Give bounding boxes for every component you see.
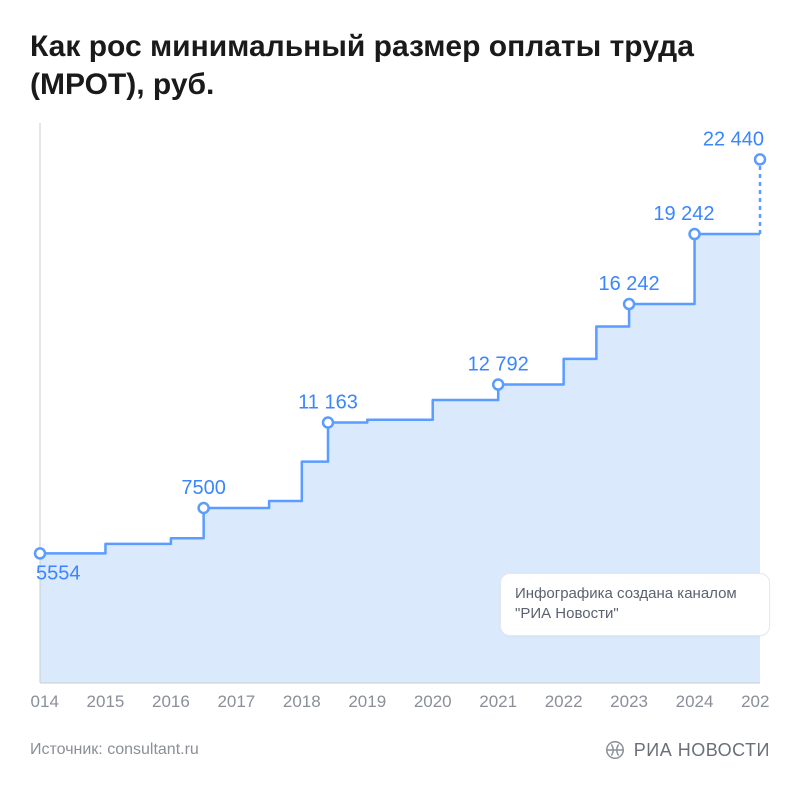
- x-tick-label: 2017: [217, 692, 255, 711]
- value-label: 7500: [181, 477, 226, 499]
- x-tick-label: 2020: [414, 692, 452, 711]
- caption-line-2: "РИА Новости": [515, 604, 755, 624]
- value-label: 5554: [36, 562, 81, 584]
- step-area-chart: 2014 2015 2016 2017 2018 2019 2020 2021 2022 2023…: [30, 113, 770, 733]
- x-tick-label: 2019: [348, 692, 386, 711]
- attribution-caption: Инфографика создана каналом "РИА Новости…: [500, 573, 770, 636]
- source-label: Источник: consultant.ru: [30, 741, 199, 759]
- x-tick-label: 2024: [676, 692, 714, 711]
- x-tick-label: 2022: [545, 692, 583, 711]
- data-marker: [755, 154, 765, 164]
- data-marker: [199, 503, 209, 513]
- value-label: 11 163: [298, 392, 358, 414]
- x-tick-label: 2014: [30, 692, 59, 711]
- x-tick-label: 2025: [741, 692, 770, 711]
- brand-logo: РИА НОВОСТИ: [604, 739, 770, 761]
- x-tick-label: 2021: [479, 692, 517, 711]
- data-marker: [690, 229, 700, 239]
- brand-icon: [604, 739, 626, 761]
- value-label: 22 440: [703, 128, 764, 150]
- value-label: 12 792: [468, 354, 529, 376]
- data-marker: [323, 418, 333, 428]
- chart-container: 2014 2015 2016 2017 2018 2019 2020 2021 2022 2023…: [30, 113, 770, 733]
- data-marker: [35, 548, 45, 558]
- data-marker: [624, 299, 634, 309]
- x-tick-label: 2018: [283, 692, 321, 711]
- caption-line-1: Инфографика создана каналом: [515, 584, 755, 604]
- chart-title: Как рос минимальный размер оплаты труда …: [30, 28, 710, 103]
- x-tick-label: 2023: [610, 692, 648, 711]
- value-label: 19 242: [653, 203, 714, 225]
- x-tick-label: 2016: [152, 692, 190, 711]
- x-tick-label: 2015: [87, 692, 125, 711]
- value-label: 16 242: [599, 273, 660, 295]
- data-marker: [493, 380, 503, 390]
- brand-label: РИА НОВОСТИ: [634, 740, 770, 761]
